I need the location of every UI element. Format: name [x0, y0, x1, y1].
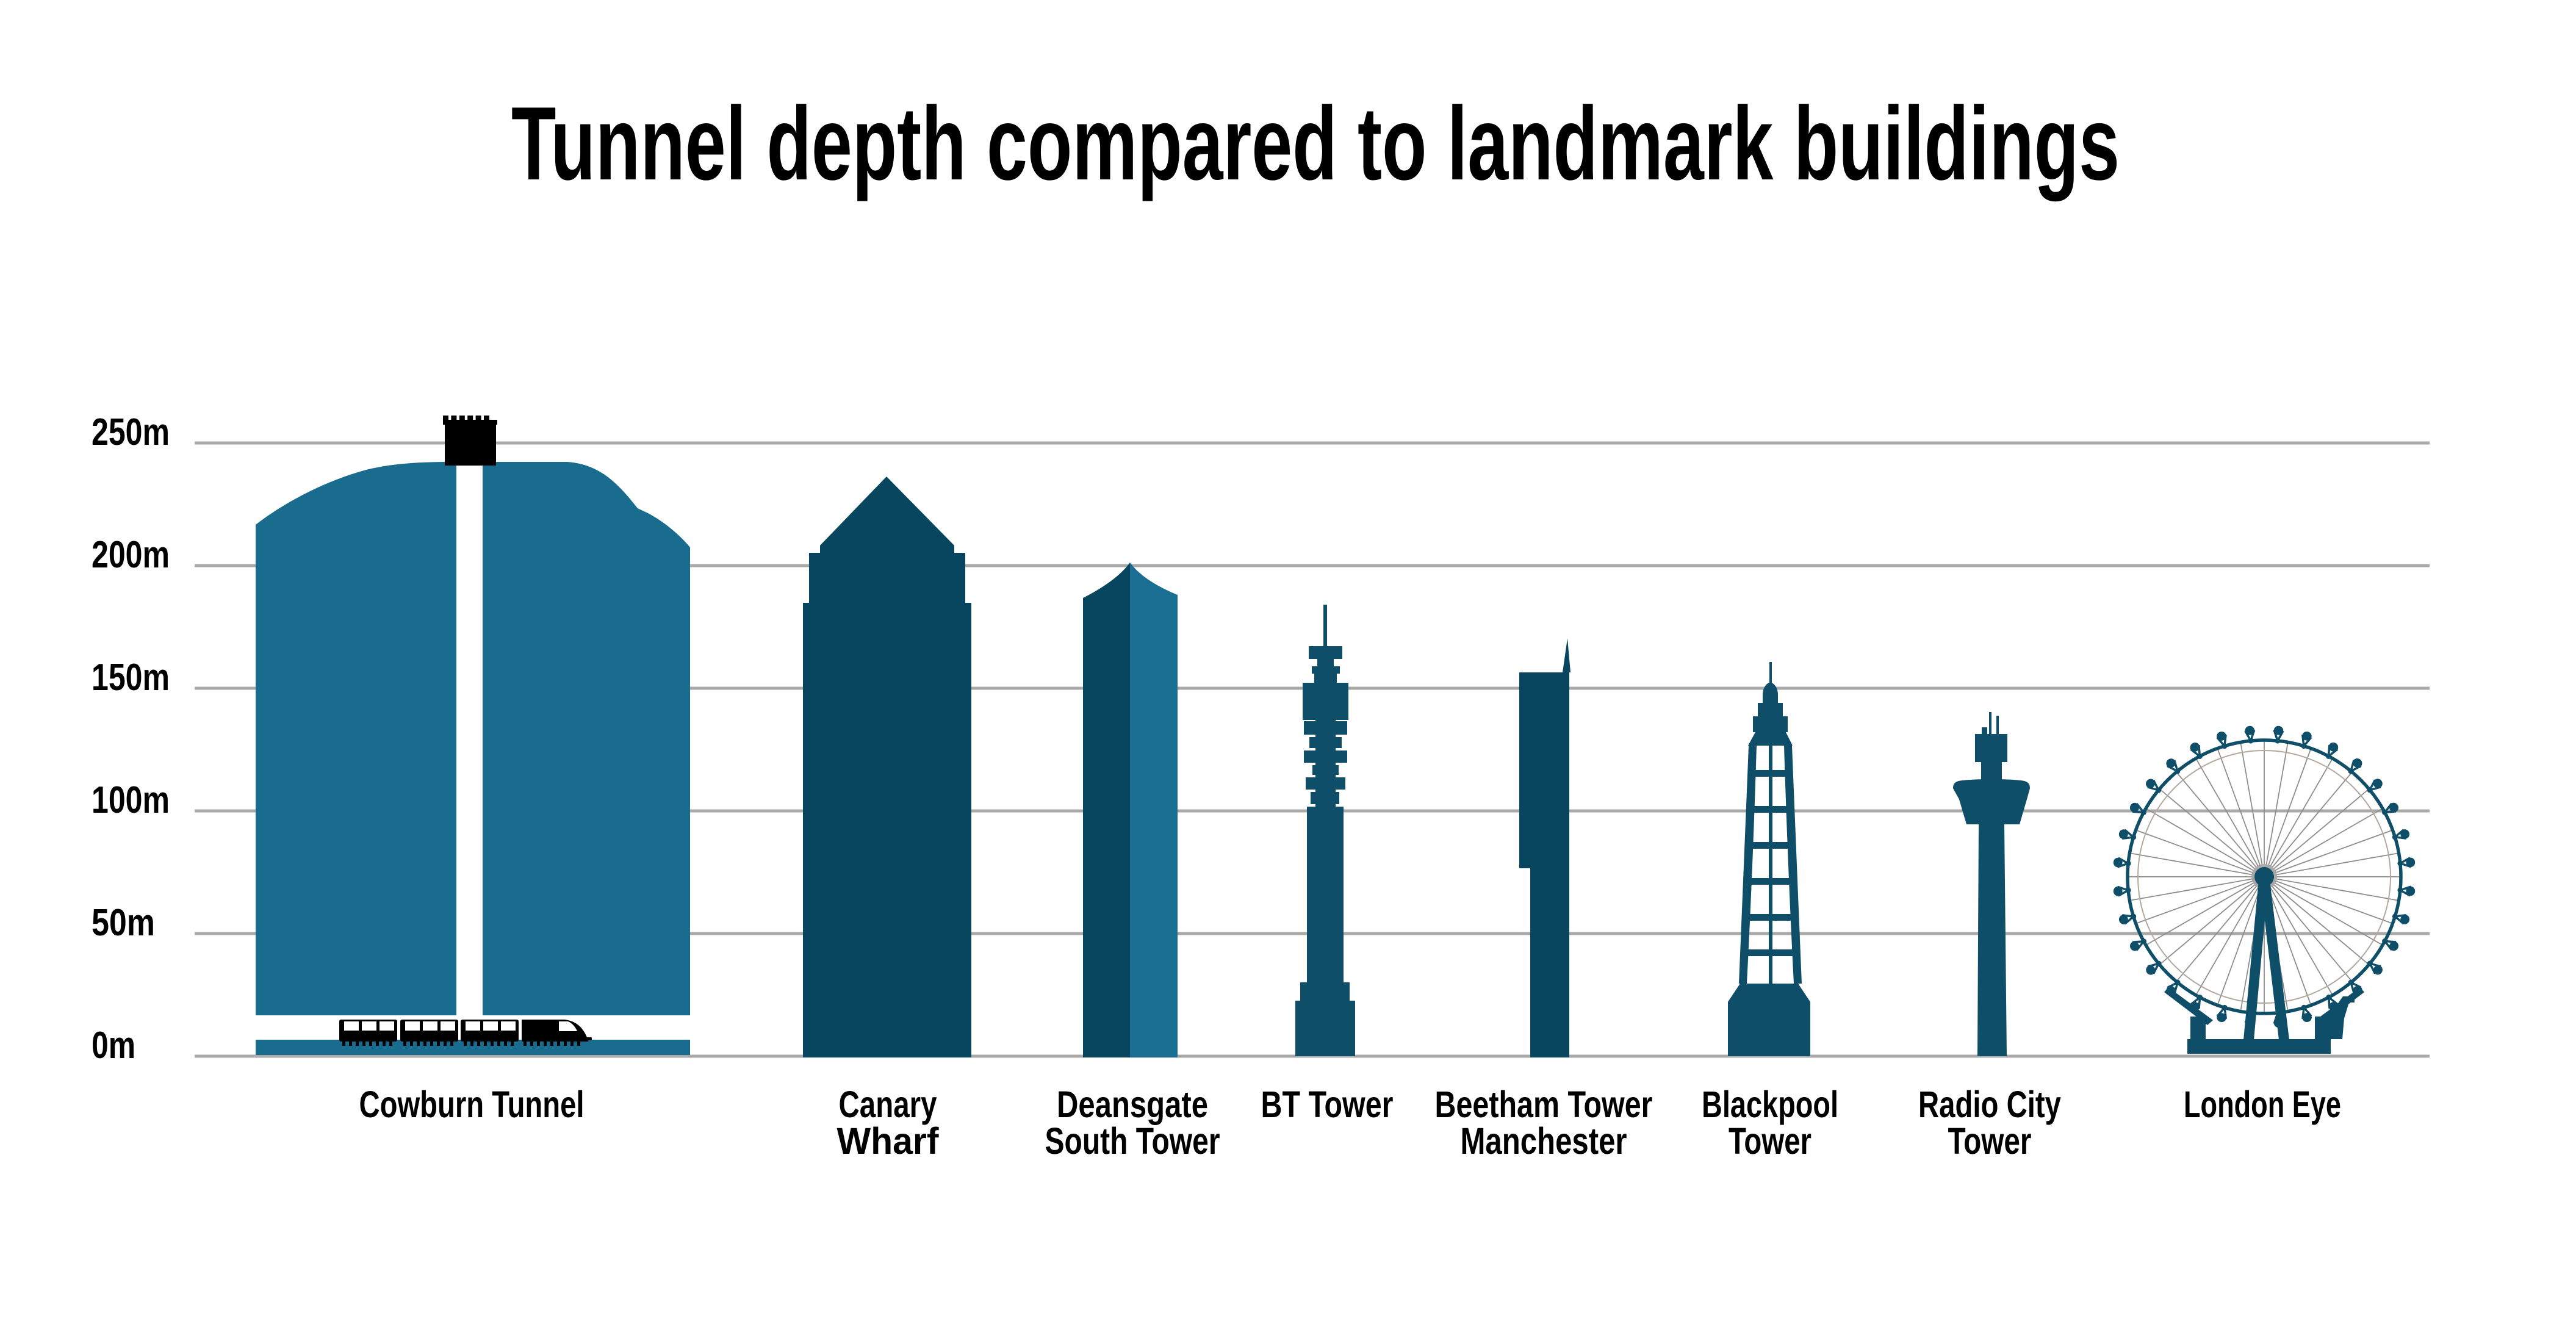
- svg-text:50m: 50m: [92, 902, 155, 944]
- svg-text:200m: 200m: [92, 534, 170, 576]
- svg-text:250m: 250m: [92, 411, 170, 453]
- svg-text:100m: 100m: [92, 779, 170, 821]
- svg-text:South Tower: South Tower: [1045, 1120, 1220, 1162]
- svg-text:Wharf: Wharf: [837, 1120, 940, 1162]
- svg-text:BT Tower: BT Tower: [1261, 1084, 1394, 1125]
- svg-text:Radio City: Radio City: [1918, 1084, 2061, 1125]
- svg-text:Beetham Tower: Beetham Tower: [1435, 1084, 1653, 1125]
- svg-text:Tower: Tower: [1948, 1120, 2032, 1162]
- svg-text:0m: 0m: [92, 1024, 135, 1067]
- svg-text:Deansgate: Deansgate: [1057, 1084, 1208, 1125]
- svg-text:Manchester: Manchester: [1461, 1120, 1627, 1162]
- svg-text:Canary: Canary: [839, 1084, 937, 1125]
- svg-text:150m: 150m: [92, 657, 170, 699]
- svg-text:Cowburn Tunnel: Cowburn Tunnel: [359, 1084, 585, 1125]
- svg-text:Blackpool: Blackpool: [1702, 1084, 1838, 1125]
- svg-text:Tower: Tower: [1729, 1120, 1811, 1162]
- svg-text:Tunnel depth compared to landm: Tunnel depth compared to landmark buildi…: [511, 85, 2120, 202]
- svg-text:London Eye: London Eye: [2184, 1084, 2341, 1125]
